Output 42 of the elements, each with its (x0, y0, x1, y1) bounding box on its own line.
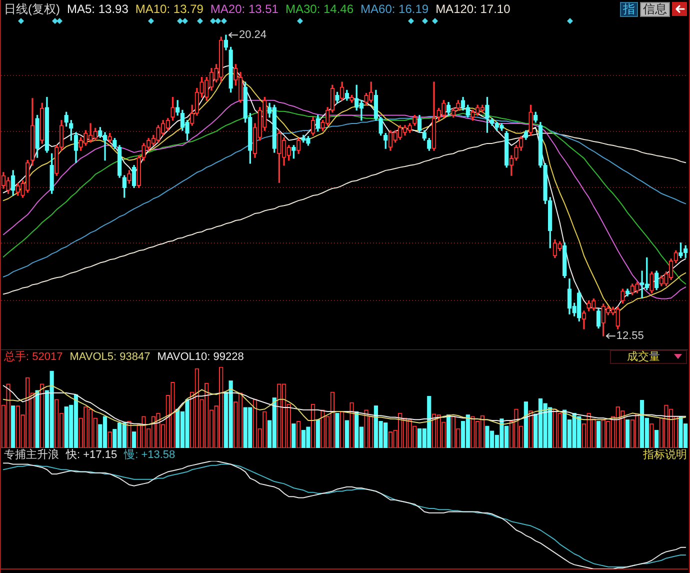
dropdown-field: 成交量 (610, 350, 687, 364)
bar (132, 431, 136, 448)
text: MA10: 13.79 (135, 2, 204, 16)
chart-title: 专捕主升浪 (4, 448, 59, 460)
candlestick (378, 116, 383, 136)
candlestick (528, 104, 533, 136)
text: 指 (620, 2, 638, 16)
text: 指标说明 (643, 448, 687, 460)
bar (417, 428, 422, 448)
series-label: 慢: +13.58 (124, 448, 176, 460)
candlestick (650, 271, 654, 294)
bar (301, 430, 306, 448)
candlestick (620, 288, 625, 304)
candlestick (292, 145, 296, 159)
annotation: 12.55 (616, 330, 644, 342)
text: 信息 (640, 2, 670, 16)
candlestick (485, 96, 490, 133)
candlestick (64, 112, 68, 127)
text: MA60: 16.19 (360, 2, 429, 16)
bar (335, 412, 340, 448)
candlestick (456, 100, 460, 111)
candlestick (35, 114, 40, 158)
candlestick (127, 170, 132, 184)
series-label: 总手: 52017 (4, 350, 63, 362)
candlestick (350, 94, 354, 103)
text: MA5: 13.93 (67, 2, 128, 16)
bar (35, 390, 40, 448)
candlestick (112, 138, 117, 149)
candlestick (50, 153, 54, 194)
text: MA20: 13.51 (210, 2, 278, 16)
text: MAVOL5: 93847 (70, 350, 150, 362)
candlestick (170, 96, 175, 121)
bar (292, 423, 296, 448)
chart-title: 日线(复权) (4, 2, 60, 16)
series-label: 快: +17.15 (66, 448, 118, 460)
text: MAVOL10: 99228 (157, 350, 244, 362)
candlestick (335, 92, 340, 104)
candlestick (228, 46, 233, 93)
annotation: 20.24 (238, 29, 266, 42)
text: MA30: 14.46 (285, 2, 354, 16)
text: MA120: 17.10 (436, 2, 510, 16)
bar (383, 422, 388, 448)
